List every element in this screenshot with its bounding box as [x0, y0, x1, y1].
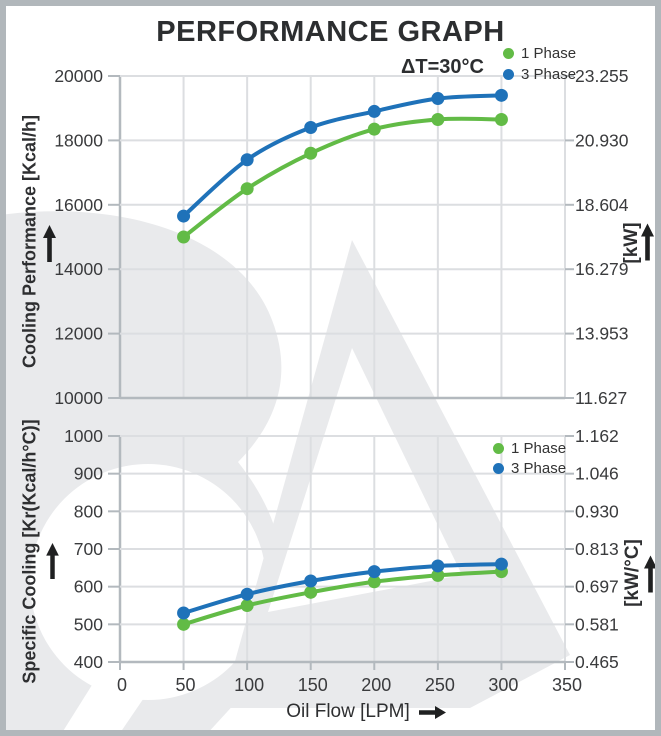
up-arrow-icon — [641, 223, 654, 261]
svg-text:250: 250 — [425, 675, 455, 695]
svg-text:350: 350 — [552, 675, 582, 695]
legend-item-1phase: 1 Phase — [503, 45, 576, 62]
1phase-marker-icon — [503, 48, 514, 59]
svg-text:0: 0 — [117, 675, 127, 695]
1phase-marker-icon — [493, 443, 504, 454]
svg-text:20000: 20000 — [54, 66, 103, 86]
page-title: PERFORMANCE GRAPH — [156, 16, 505, 48]
axis-title-cooling-performance: Cooling Performance [Kcal/h] — [19, 114, 40, 369]
3phase-marker-icon — [493, 463, 504, 474]
charts-canvas: 20000 23.255 18000 20.930 16000 18.604 14000 16… — [54, 66, 629, 695]
svg-text:800: 800 — [74, 501, 103, 521]
legend-label: 1 Phase — [521, 45, 577, 62]
axis-title-kw-per-degc: [kW/°C] — [622, 539, 643, 607]
svg-text:300: 300 — [488, 675, 518, 695]
svg-text:100: 100 — [234, 675, 264, 695]
up-arrow-icon — [43, 225, 56, 262]
legend-label: 3 Phase — [511, 460, 567, 477]
svg-text:700: 700 — [74, 539, 103, 559]
svg-text:500: 500 — [74, 614, 103, 634]
svg-text:16000: 16000 — [54, 195, 103, 215]
svg-text:12000: 12000 — [54, 324, 103, 344]
delta-t-annotation: ΔT=30°C — [401, 56, 484, 78]
svg-text:0.465: 0.465 — [575, 652, 619, 672]
svg-text:18000: 18000 — [54, 130, 103, 150]
right-arrow-icon — [418, 705, 446, 719]
legend-label: 1 Phase — [511, 440, 567, 457]
svg-text:11.627: 11.627 — [575, 388, 627, 408]
svg-text:600: 600 — [74, 577, 103, 597]
svg-text:23.255: 23.255 — [575, 66, 629, 86]
svg-text:16.279: 16.279 — [575, 259, 629, 279]
up-arrow-icon — [644, 555, 655, 593]
legend-item-3phase: 3 Phase — [493, 460, 566, 477]
3phase-marker-icon — [503, 69, 514, 80]
svg-text:18.604: 18.604 — [575, 195, 629, 215]
axis-title-oil-flow: Oil Flow [LPM] — [231, 701, 501, 723]
axis-title-kw: [kW] — [621, 222, 642, 264]
svg-text:0.581: 0.581 — [575, 614, 619, 634]
svg-text:14000: 14000 — [54, 259, 103, 279]
svg-text:150: 150 — [298, 675, 328, 695]
svg-text:200: 200 — [361, 675, 391, 695]
legend-item-1phase: 1 Phase — [493, 440, 566, 457]
legend-bottom: 1 Phase 3 Phase — [493, 440, 566, 477]
svg-text:1.046: 1.046 — [575, 464, 619, 484]
svg-text:0.930: 0.930 — [575, 501, 619, 521]
svg-text:50: 50 — [176, 675, 196, 695]
svg-text:1.162: 1.162 — [575, 426, 619, 446]
svg-text:400: 400 — [74, 652, 103, 672]
legend-item-3phase: 3 Phase — [503, 66, 576, 83]
legend-label: 3 Phase — [521, 66, 577, 83]
up-arrow-icon — [46, 543, 59, 579]
svg-text:20.930: 20.930 — [575, 130, 629, 150]
svg-text:1000: 1000 — [64, 426, 103, 446]
svg-text:0.813: 0.813 — [575, 539, 619, 559]
svg-text:10000: 10000 — [54, 388, 103, 408]
axis-title-specific-cooling: Specific Cooling [Kr(Kcal/h°C)] — [19, 419, 40, 684]
legend-top: 1 Phase 3 Phase — [503, 45, 576, 83]
svg-text:900: 900 — [74, 464, 103, 484]
svg-text:13.953: 13.953 — [575, 324, 629, 344]
axis-title-oil-flow-label: Oil Flow [LPM] — [286, 701, 410, 722]
svg-text:0.697: 0.697 — [575, 577, 619, 597]
